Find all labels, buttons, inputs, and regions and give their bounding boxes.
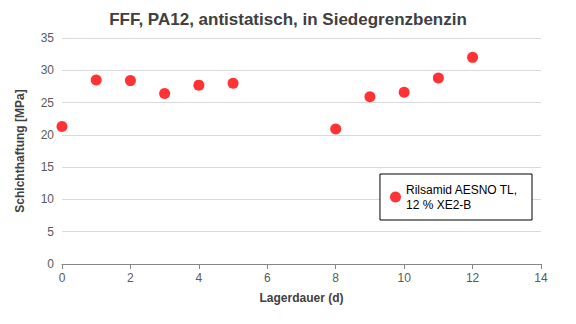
svg-text:FFF, PA12, antistatisch, in Si: FFF, PA12, antistatisch, in Siedegrenzbe… bbox=[109, 10, 467, 29]
svg-text:30: 30 bbox=[41, 63, 55, 77]
svg-text:10: 10 bbox=[397, 271, 411, 285]
svg-text:Lagerdauer (d): Lagerdauer (d) bbox=[259, 291, 343, 305]
svg-text:20: 20 bbox=[41, 128, 55, 142]
svg-text:35: 35 bbox=[41, 31, 55, 45]
svg-text:0: 0 bbox=[47, 257, 54, 271]
svg-text:14: 14 bbox=[534, 271, 548, 285]
svg-text:15: 15 bbox=[41, 160, 55, 174]
svg-text:2: 2 bbox=[127, 271, 134, 285]
svg-text:4: 4 bbox=[196, 271, 203, 285]
svg-text:25: 25 bbox=[41, 96, 55, 110]
svg-text:8: 8 bbox=[332, 271, 339, 285]
svg-text:12 % XE2-B: 12 % XE2-B bbox=[406, 198, 471, 212]
svg-text:6: 6 bbox=[264, 271, 271, 285]
svg-text:Rilsamid AESNO TL,: Rilsamid AESNO TL, bbox=[406, 183, 517, 197]
svg-text:12: 12 bbox=[466, 271, 480, 285]
svg-text:Schichthaftung [MPa]: Schichthaftung [MPa] bbox=[13, 89, 27, 212]
svg-text:5: 5 bbox=[47, 225, 54, 239]
svg-text:10: 10 bbox=[41, 192, 55, 206]
svg-text:0: 0 bbox=[59, 271, 66, 285]
